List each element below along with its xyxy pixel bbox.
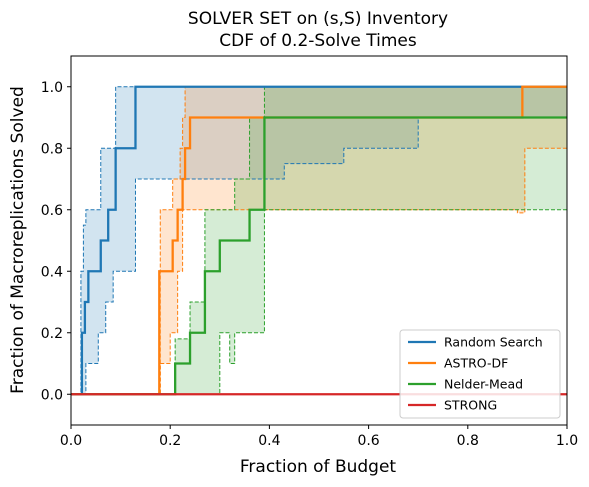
x-tick-label: 0.2 <box>159 433 181 449</box>
astro-df-ci-band <box>71 86 567 395</box>
x-axis-label: Fraction of Budget <box>240 457 397 477</box>
x-tick-label: 0.0 <box>60 433 82 449</box>
nelder-mead-line <box>71 116 567 396</box>
legend-label-nelder-mead: Nelder-Mead <box>444 377 523 392</box>
y-tick-label: 0.0 <box>41 387 63 403</box>
chart-title-line-1: SOLVER SET on (s,S) Inventory <box>188 9 448 29</box>
nelder-mead-ci-band <box>71 86 567 395</box>
y-tick-label: 0.6 <box>41 203 63 219</box>
random-search-line <box>71 85 567 396</box>
y-tick-label: 0.8 <box>41 141 63 157</box>
plot-area: 0.0 0.2 0.4 0.6 0.8 1.0 0.0 0.2 0.4 0.6 0.8 1.0 <box>41 55 578 449</box>
plot-frame <box>70 55 568 426</box>
plot-data-layer <box>71 85 567 396</box>
y-tick-label: 1.0 <box>41 80 63 96</box>
random-search-ci-lower <box>71 117 567 395</box>
random-search-ci-band <box>71 86 567 395</box>
y-axis-label: Fraction of Macroreplications Solved <box>8 86 28 394</box>
x-tick-label: 0.8 <box>457 433 479 449</box>
legend-box <box>399 329 561 419</box>
nelder-mead-ci-lower <box>71 209 567 395</box>
x-tick-label: 0.6 <box>357 433 379 449</box>
y-tick-label: 0.2 <box>41 326 63 342</box>
chart-title-line-2: CDF of 0.2-Solve Times <box>219 31 417 51</box>
x-tick-label: 0.4 <box>258 433 280 449</box>
legend-label-astro-df: ASTRO-DF <box>444 356 508 371</box>
y-tick-label: 0.4 <box>41 264 63 280</box>
legend: Random Search ASTRO-DF Nelder-Mead STRONG <box>399 329 561 419</box>
legend-label-strong: STRONG <box>444 398 497 413</box>
x-tick-label: 1.0 <box>556 433 578 449</box>
legend-label-random-search: Random Search <box>444 335 543 350</box>
